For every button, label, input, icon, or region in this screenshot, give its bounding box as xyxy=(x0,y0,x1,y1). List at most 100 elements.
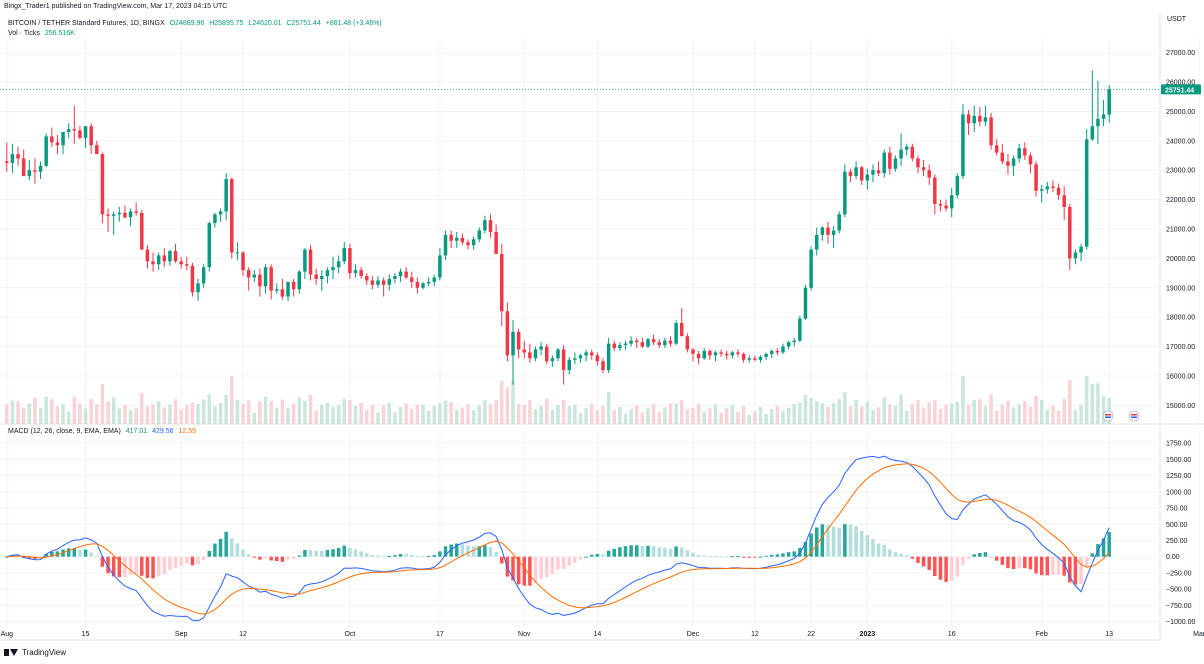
macd-hist-bar xyxy=(173,556,178,568)
candle-body xyxy=(634,340,639,343)
symbol-legend[interactable]: BITCOIN / TETHER Standard Futures, 1D, B… xyxy=(8,20,385,27)
candle-body xyxy=(550,358,555,362)
macd-hist-bar xyxy=(747,556,751,558)
volume-value: 256.516K xyxy=(44,30,75,37)
candle-body xyxy=(1034,164,1038,191)
candle-body xyxy=(314,274,318,279)
volume-bar xyxy=(601,405,605,424)
macd-tick-label: −250.00 xyxy=(1166,570,1192,577)
volume-bar xyxy=(949,403,954,424)
volume-bar xyxy=(196,404,200,424)
candle-body xyxy=(730,352,735,356)
candle-body xyxy=(713,352,718,356)
candle-body xyxy=(966,114,971,124)
macd-hist-bar xyxy=(848,524,853,557)
macd-hist-bar xyxy=(325,550,330,557)
macd-hist-bar xyxy=(882,544,886,557)
event-flag-icon xyxy=(1105,416,1111,418)
volume-bar xyxy=(590,404,594,424)
macd-legend[interactable]: MACD (12, 26, close, 9, EMA, EMA) 417.01… xyxy=(8,428,199,435)
candle-body xyxy=(201,267,206,284)
volume-bar xyxy=(792,404,796,424)
volume-legend[interactable]: Vol · Ticks 256.516K xyxy=(8,30,78,37)
candle-body xyxy=(213,214,217,224)
candle-body xyxy=(640,342,645,347)
macd-hist-bar xyxy=(972,554,976,557)
volume-bar xyxy=(449,402,453,424)
candle-body xyxy=(618,345,622,349)
macd-hist-bar xyxy=(404,554,408,557)
candle-body xyxy=(376,280,380,285)
macd-hist-bar xyxy=(719,556,723,558)
candle-body xyxy=(151,261,155,265)
candle-body xyxy=(426,281,431,284)
volume-bar xyxy=(612,410,616,424)
macd-hist-bar xyxy=(471,546,476,557)
macd-hist-bar xyxy=(218,538,223,557)
candle-body xyxy=(978,115,982,122)
candle-body xyxy=(297,271,302,290)
macd-hist-bar xyxy=(196,556,200,565)
macd-hist-bar xyxy=(303,549,307,557)
macd-hist-bar xyxy=(106,556,110,574)
volume-bar xyxy=(426,411,431,424)
volume-bar xyxy=(758,406,763,424)
volume-bar xyxy=(921,407,926,424)
macd-line-value: 429.56 xyxy=(152,428,174,435)
volume-bar xyxy=(218,403,223,424)
candle-body xyxy=(140,212,144,250)
volume-bar xyxy=(798,403,802,424)
macd-hist-bar xyxy=(837,527,841,557)
candle-body xyxy=(983,117,988,122)
candle-body xyxy=(606,343,611,371)
tradingview-footer[interactable]: TradingView xyxy=(4,648,66,657)
volume-bar xyxy=(111,397,116,424)
volume-bar xyxy=(944,404,948,424)
macd-hist-bar xyxy=(381,556,386,558)
macd-hist-bar xyxy=(634,545,639,557)
event-flag-icon xyxy=(1131,416,1137,418)
candle-body xyxy=(415,281,420,288)
candle-body xyxy=(449,234,453,241)
candle-body xyxy=(393,276,397,279)
candle-body xyxy=(196,283,200,293)
volume-bar xyxy=(263,396,268,424)
volume-bar xyxy=(173,399,178,424)
candle-body xyxy=(263,267,268,287)
candle-body xyxy=(798,318,802,341)
macd-hist-bar xyxy=(353,549,358,557)
volume-bar xyxy=(584,407,588,424)
macd-hist-bar xyxy=(966,556,971,559)
macd-hist-bar xyxy=(769,554,774,557)
volume-bar xyxy=(505,387,510,424)
volume-bar xyxy=(151,404,155,424)
macd-hist-bar xyxy=(854,525,858,557)
macd-hist-bar xyxy=(100,556,105,567)
macd-tick-label: 1750.00 xyxy=(1166,441,1191,448)
candle-body xyxy=(89,126,93,146)
macd-hist-bar xyxy=(983,552,988,557)
volume-bar xyxy=(848,406,853,424)
macd-hist-bar xyxy=(376,555,380,557)
volume-bar xyxy=(398,407,403,424)
candle-body xyxy=(691,349,695,354)
volume-bar xyxy=(634,405,639,424)
macd-hist-bar xyxy=(190,556,195,566)
event-flag-icon xyxy=(1131,414,1137,416)
candle-body xyxy=(769,350,774,354)
volume-bar xyxy=(235,400,240,424)
volume-bar xyxy=(404,403,408,424)
candle-body xyxy=(404,271,408,278)
candle-body xyxy=(21,158,26,177)
candle-body xyxy=(1011,158,1016,166)
macd-hist-bar xyxy=(421,556,425,558)
candle-body xyxy=(764,353,768,357)
time-tick-label: 22 xyxy=(807,631,815,638)
macd-hist-bar xyxy=(1023,556,1027,569)
candle-body xyxy=(100,154,105,215)
candle-body xyxy=(185,264,189,266)
macd-hist-bar xyxy=(893,552,898,557)
volume-bar xyxy=(1006,400,1010,424)
candle-body xyxy=(927,170,931,178)
